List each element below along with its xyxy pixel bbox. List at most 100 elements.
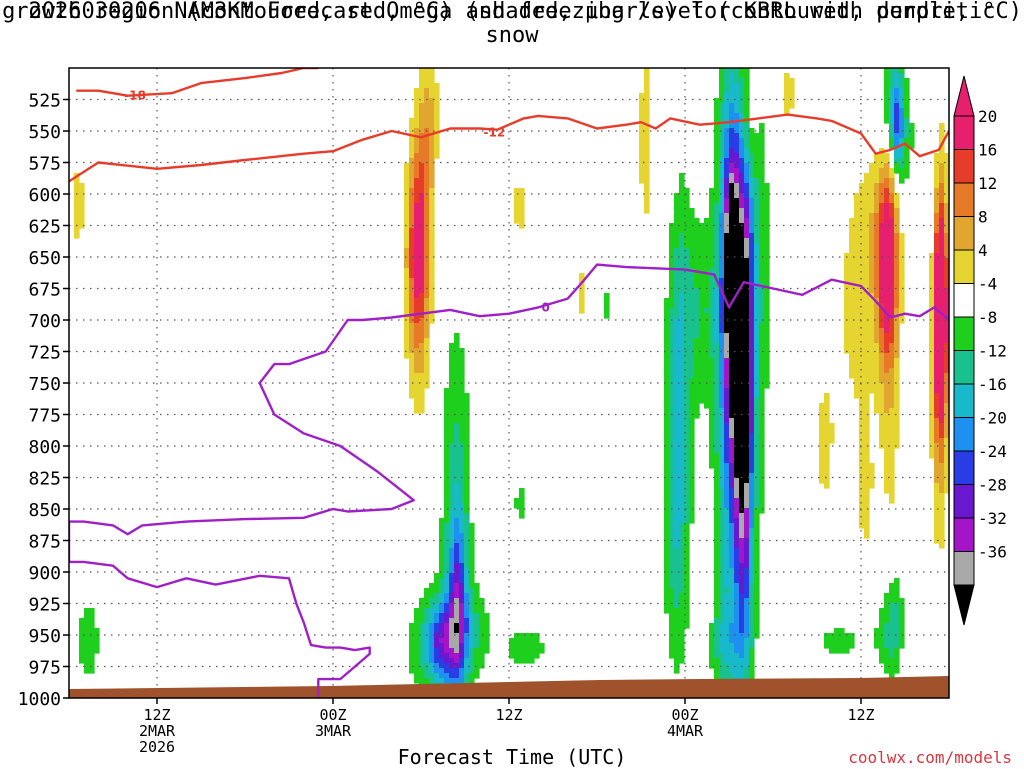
omega-cell — [419, 98, 425, 104]
omega-cell — [714, 403, 720, 409]
omega-cell — [739, 268, 745, 274]
omega-cell — [889, 333, 895, 339]
omega-cell — [714, 393, 720, 399]
omega-cell — [709, 263, 715, 269]
omega-cell — [679, 358, 685, 364]
x-tick-label: 00Z — [319, 706, 346, 724]
omega-cell — [889, 618, 895, 624]
omega-cell — [879, 643, 885, 649]
omega-cell — [899, 178, 905, 184]
colorbar-label: -36 — [978, 543, 1007, 562]
omega-cell — [879, 303, 885, 309]
omega-cell — [899, 173, 905, 179]
omega-cell — [674, 488, 680, 494]
omega-cell — [409, 648, 415, 654]
omega-cell — [744, 623, 750, 629]
omega-cell — [754, 253, 760, 259]
omega-cell — [869, 258, 875, 264]
omega-cell — [664, 448, 670, 454]
omega-cell — [674, 578, 680, 584]
omega-cell — [879, 338, 885, 344]
omega-cell — [749, 658, 755, 664]
omega-cell — [849, 363, 855, 369]
omega-cell — [669, 573, 675, 579]
omega-cell — [764, 308, 770, 314]
omega-cell — [859, 518, 865, 524]
omega-cell — [894, 613, 900, 619]
omega-cell — [739, 258, 745, 264]
omega-cell — [709, 188, 715, 194]
omega-cell — [664, 593, 670, 599]
omega-cell — [944, 418, 949, 424]
omega-cell — [429, 178, 435, 184]
omega-cell — [719, 508, 725, 514]
omega-cell — [684, 413, 690, 419]
omega-cell — [424, 103, 430, 109]
omega-cell — [419, 638, 425, 644]
omega-cell — [699, 278, 705, 284]
omega-cell — [724, 608, 730, 614]
omega-cell — [879, 243, 885, 249]
omega-cell — [894, 443, 900, 449]
omega-cell — [859, 368, 865, 374]
omega-cell — [934, 463, 940, 469]
omega-cell — [689, 278, 695, 284]
omega-cell — [454, 633, 460, 639]
omega-cell — [889, 228, 895, 234]
omega-cell — [714, 123, 720, 129]
omega-cell — [419, 203, 425, 209]
omega-cell — [884, 643, 890, 649]
omega-cell — [89, 608, 95, 614]
omega-cell — [409, 368, 415, 374]
omega-cell — [734, 533, 740, 539]
omega-cell — [724, 88, 730, 94]
omega-cell — [719, 283, 725, 289]
omega-cell — [869, 483, 875, 489]
omega-cell — [759, 358, 765, 364]
omega-cell — [474, 593, 480, 599]
omega-cell — [714, 338, 720, 344]
omega-cell — [409, 203, 415, 209]
omega-cell — [749, 538, 755, 544]
omega-cell — [864, 518, 870, 524]
omega-cell — [874, 158, 880, 164]
omega-cell — [854, 203, 860, 209]
omega-cell — [939, 373, 945, 379]
omega-cell — [469, 588, 475, 594]
omega-cell — [419, 198, 425, 204]
omega-cell — [539, 648, 545, 654]
omega-cell — [699, 368, 705, 374]
omega-cell — [754, 623, 760, 629]
omega-cell — [864, 528, 870, 534]
omega-cell — [749, 378, 755, 384]
omega-cell — [849, 253, 855, 259]
omega-cell — [454, 498, 460, 504]
omega-cell — [674, 458, 680, 464]
x-axis-label: Forecast Time (UTC) — [397, 745, 627, 769]
omega-cell — [709, 453, 715, 459]
omega-cell — [684, 498, 690, 504]
omega-cell — [419, 348, 425, 354]
omega-cell — [869, 268, 875, 274]
omega-cell — [444, 648, 450, 654]
omega-cell — [899, 93, 905, 99]
omega-cell — [459, 598, 465, 604]
omega-cell — [519, 513, 525, 519]
omega-cell — [754, 193, 760, 199]
omega-cell — [734, 458, 740, 464]
omega-cell — [899, 158, 905, 164]
omega-cell — [939, 513, 945, 519]
omega-cell — [434, 148, 440, 154]
omega-cell — [429, 283, 435, 289]
omega-cell — [674, 543, 680, 549]
omega-cell — [934, 458, 940, 464]
omega-cell — [764, 213, 770, 219]
omega-cell — [729, 518, 735, 524]
omega-cell — [884, 408, 890, 414]
omega-cell — [674, 663, 680, 669]
omega-cell — [519, 218, 525, 224]
omega-cell — [729, 313, 735, 319]
omega-cell — [719, 408, 725, 414]
omega-cell — [674, 408, 680, 414]
omega-cell — [894, 608, 900, 614]
